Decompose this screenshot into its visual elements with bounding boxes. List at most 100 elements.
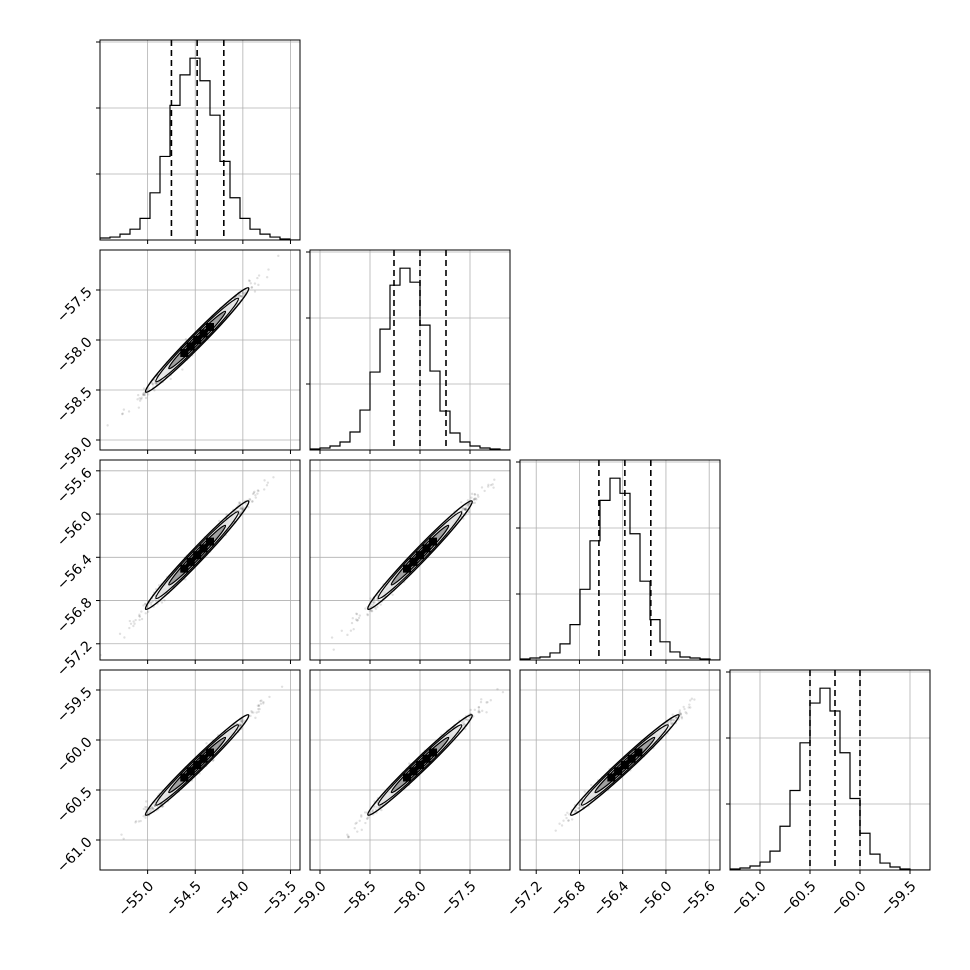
density-contour bbox=[569, 714, 680, 816]
sample-point bbox=[118, 632, 122, 636]
sample-point bbox=[689, 699, 692, 702]
sample-point bbox=[670, 721, 673, 725]
x-tick-label: −57.5 bbox=[438, 878, 480, 920]
sample-point bbox=[464, 506, 468, 509]
sample-point bbox=[408, 762, 411, 765]
sample-point bbox=[562, 819, 565, 822]
sample-point bbox=[487, 483, 490, 487]
sample-point bbox=[578, 802, 582, 805]
sample-point bbox=[566, 811, 569, 814]
density-core bbox=[180, 349, 189, 357]
histogram-panel-0 bbox=[96, 39, 301, 244]
sample-point bbox=[570, 818, 574, 821]
scatter-panel-3-0: −61.0−60.5−60.0−59.5−55.0 −54.5 −54.0 −53.5 bbox=[54, 669, 301, 920]
sample-point bbox=[218, 519, 221, 523]
sample-point bbox=[153, 389, 156, 392]
sample-point bbox=[134, 820, 138, 823]
x-tick-label: −56.8 bbox=[547, 878, 589, 920]
scatter-panel-1-0: −59.0 −58.5 −58.0 −57.5 bbox=[54, 249, 301, 476]
sample-point bbox=[184, 338, 188, 341]
sample-point bbox=[680, 717, 684, 720]
sample-point bbox=[137, 820, 141, 823]
sample-point bbox=[257, 274, 261, 277]
y-tick-label: −56.4 bbox=[54, 552, 96, 594]
sample-point bbox=[138, 397, 141, 400]
density-core bbox=[199, 544, 208, 553]
sample-point bbox=[366, 613, 369, 616]
sample-point bbox=[462, 507, 465, 510]
sample-point bbox=[391, 593, 394, 597]
density-core bbox=[607, 773, 616, 782]
sample-point bbox=[567, 819, 570, 822]
density-core bbox=[422, 544, 431, 553]
sample-point bbox=[250, 286, 253, 289]
sample-point bbox=[257, 707, 260, 711]
x-tick-label: −56.0 bbox=[634, 878, 676, 920]
sample-point bbox=[149, 809, 153, 813]
sample-point bbox=[123, 636, 126, 639]
density-core bbox=[429, 537, 437, 546]
sample-point bbox=[145, 800, 148, 803]
sample-point bbox=[493, 478, 496, 481]
density-core bbox=[416, 551, 424, 560]
sample-point bbox=[150, 601, 153, 604]
sample-point bbox=[243, 292, 246, 295]
x-tick-label: −57.2 bbox=[504, 878, 546, 920]
sample-point bbox=[683, 707, 686, 711]
sample-point bbox=[239, 295, 243, 298]
sample-point bbox=[225, 513, 228, 516]
sample-point bbox=[358, 614, 362, 617]
sample-point bbox=[462, 722, 466, 725]
sample-point bbox=[567, 819, 570, 822]
density-core bbox=[409, 767, 418, 776]
sample-point bbox=[169, 377, 172, 381]
sample-point bbox=[477, 706, 480, 709]
sample-point bbox=[144, 805, 147, 809]
sample-point bbox=[250, 711, 254, 714]
density-contour bbox=[144, 287, 250, 393]
sample-point bbox=[374, 808, 378, 811]
sample-point bbox=[352, 628, 355, 631]
y-tick-label: −58.0 bbox=[54, 334, 96, 376]
sample-point bbox=[380, 808, 383, 812]
sample-point bbox=[579, 805, 582, 809]
x-tick-label: −60.0 bbox=[828, 878, 870, 920]
sample-point bbox=[143, 393, 146, 397]
sample-point bbox=[467, 502, 471, 505]
sample-point bbox=[140, 397, 143, 401]
sample-point bbox=[464, 508, 467, 511]
density-core bbox=[199, 329, 208, 338]
sample-point bbox=[238, 512, 242, 515]
density-core bbox=[186, 767, 195, 776]
sample-point bbox=[149, 808, 152, 811]
sample-point bbox=[501, 690, 505, 694]
sample-point bbox=[248, 498, 252, 502]
x-tick-label: −54.5 bbox=[163, 878, 205, 920]
sample-point bbox=[150, 806, 154, 810]
sample-point bbox=[257, 489, 260, 493]
sample-point bbox=[371, 603, 375, 606]
sample-point bbox=[355, 821, 358, 824]
sample-point bbox=[136, 398, 139, 401]
panel-frame bbox=[99, 39, 301, 241]
sample-point bbox=[672, 718, 676, 721]
sample-point bbox=[140, 610, 143, 613]
sample-point bbox=[259, 702, 263, 706]
sample-point bbox=[347, 835, 351, 838]
sample-point bbox=[144, 602, 147, 606]
sample-point bbox=[682, 705, 685, 709]
panel-frame bbox=[519, 459, 721, 661]
sample-point bbox=[346, 633, 349, 637]
sample-point bbox=[473, 708, 477, 712]
sample-point bbox=[156, 805, 160, 808]
sample-point bbox=[241, 720, 244, 723]
sample-point bbox=[151, 383, 155, 386]
sample-point bbox=[155, 381, 159, 385]
sample-point bbox=[679, 712, 682, 716]
sample-point bbox=[355, 612, 358, 615]
sample-point bbox=[150, 805, 153, 809]
histogram-step bbox=[730, 687, 930, 870]
sample-point bbox=[372, 598, 376, 602]
sample-point bbox=[485, 701, 488, 704]
sample-point bbox=[674, 716, 678, 720]
